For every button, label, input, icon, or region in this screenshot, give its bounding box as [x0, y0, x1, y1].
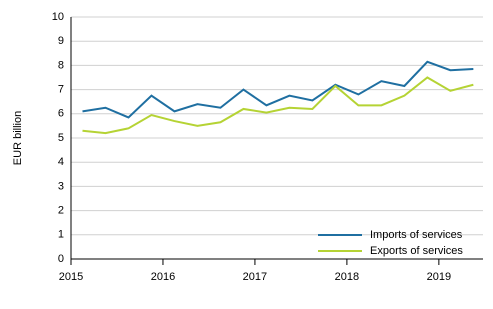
y-axis-label: EUR billion [12, 111, 24, 165]
line [82, 76, 474, 135]
x-tick-label: 2019 [427, 271, 451, 283]
y-tick-label: 1 [58, 229, 64, 241]
y-tick-label: 9 [58, 35, 64, 47]
y-tick-label: 7 [58, 84, 64, 96]
y-tick-label: 5 [58, 132, 64, 144]
legend-label: Exports of services [370, 245, 463, 257]
x-tick-label: 2018 [335, 271, 359, 283]
x-tick-label: 2015 [59, 271, 83, 283]
legend-label: Imports of services [370, 229, 463, 241]
y-tick-label: 4 [58, 156, 64, 168]
y-tick-label: 2 [58, 205, 64, 217]
line [82, 60, 474, 119]
y-tick-label: 3 [58, 180, 64, 192]
y-tick-label: 0 [58, 253, 64, 265]
x-tick-label: 2017 [243, 271, 267, 283]
y-tick-label: 6 [58, 108, 64, 120]
y-tick-label: 10 [52, 11, 64, 23]
y-tick-label: 8 [58, 59, 64, 71]
x-tick-label: 2016 [151, 271, 175, 283]
